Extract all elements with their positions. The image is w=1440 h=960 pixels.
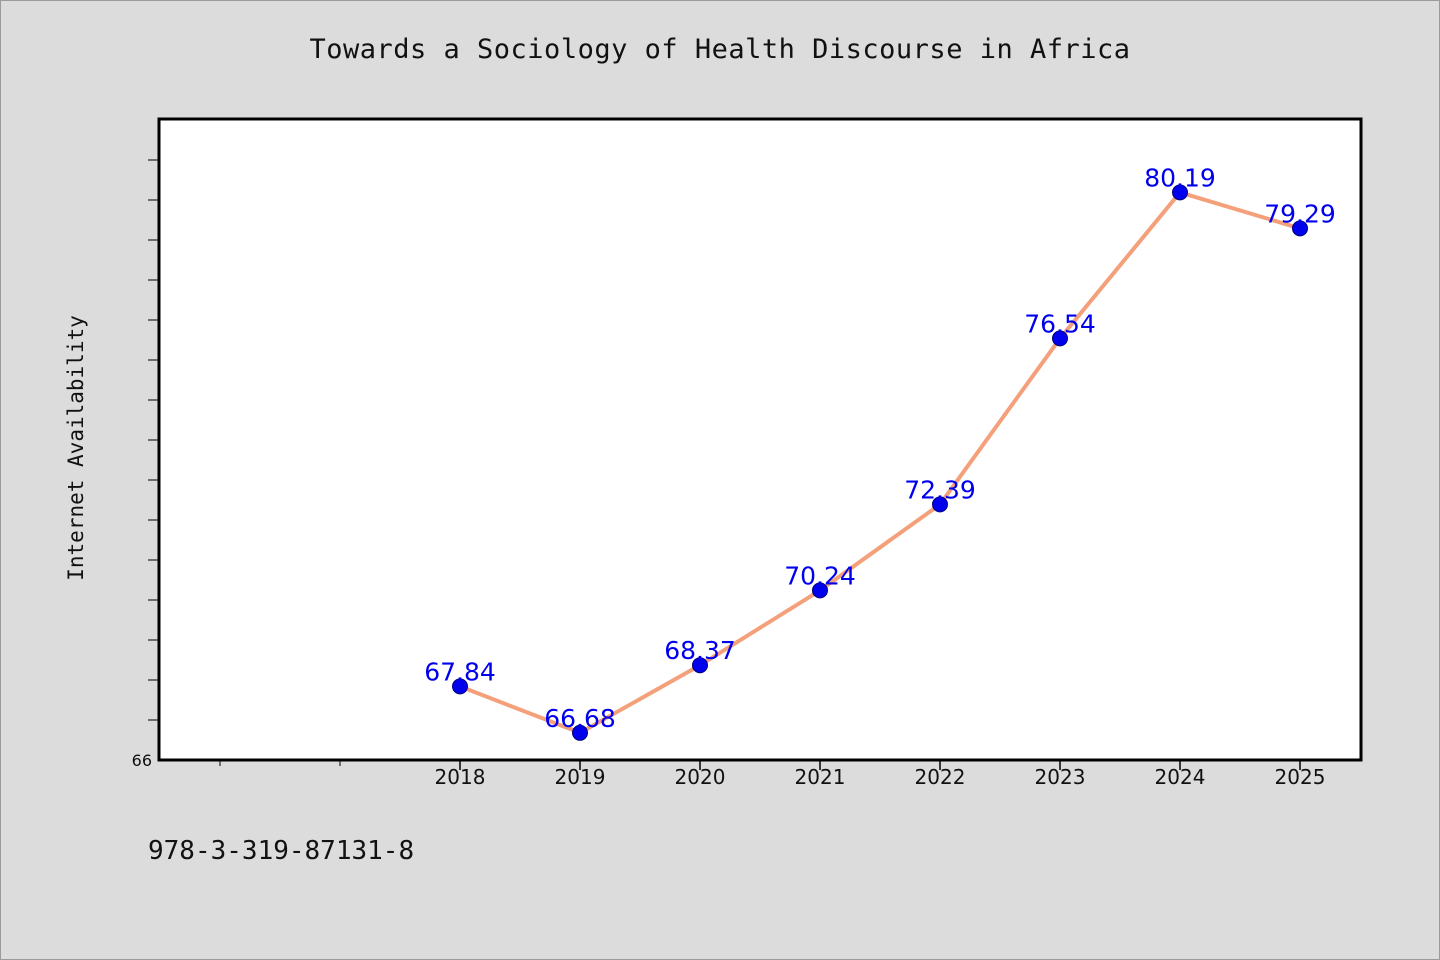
data-label: 68.37 [664, 636, 736, 665]
series-line-layer [458, 190, 1302, 735]
data-point [932, 496, 948, 513]
plot-area [157, 117, 1363, 762]
chart-title: Towards a Sociology of Health Discourse … [309, 34, 1131, 65]
data-point [1172, 184, 1188, 201]
data-label: 67.84 [424, 657, 496, 686]
x-tick-label: 2018 [435, 765, 486, 789]
x-tick-label: 2019 [555, 765, 606, 789]
data-point [572, 724, 588, 741]
data-points [452, 184, 1308, 741]
axis-ticks: 66 2018 2019 2020 2021 2022 2023 2024 2025 [132, 159, 1326, 789]
data-point [692, 657, 708, 674]
data-label: 72.39 [904, 475, 976, 504]
x-tick-label: 2021 [795, 765, 846, 789]
y-tick-label: 66 [132, 751, 152, 770]
data-labels: 67.84 66.68 68.37 70.24 72.39 76.54 80.19 79.29 [424, 163, 1336, 732]
x-tick-label: 2025 [1275, 765, 1326, 789]
data-point [1292, 220, 1308, 237]
data-label: 80.19 [1144, 163, 1216, 192]
series-line [458, 190, 1302, 735]
data-label: 66.68 [544, 704, 616, 733]
x-tick-label: 2024 [1155, 765, 1206, 789]
data-point [812, 582, 828, 599]
x-tick-label: 2020 [675, 765, 726, 789]
x-tick-label: 2022 [915, 765, 966, 789]
data-point [1052, 330, 1068, 347]
data-label: 70.24 [784, 561, 856, 590]
x-tick-label: 2023 [1035, 765, 1086, 789]
data-label: 79.29 [1264, 199, 1336, 228]
data-point [452, 678, 468, 695]
isbn-footnote: 978-3-319-87131-8 [148, 836, 415, 866]
data-label: 76.54 [1024, 309, 1096, 338]
